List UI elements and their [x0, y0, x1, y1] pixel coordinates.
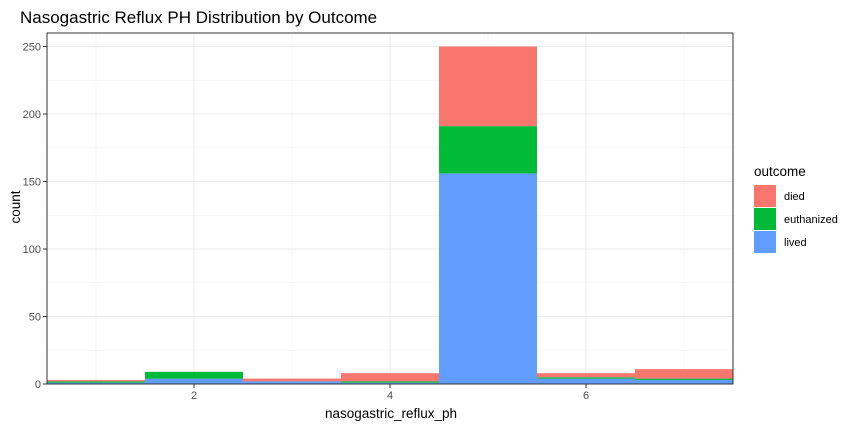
x-axis-ticks: 2 4 6: [191, 384, 589, 402]
bar-euthanized-6: [537, 377, 635, 379]
bar-euthanized-5: [439, 126, 537, 174]
x-tick-label: 4: [387, 390, 393, 402]
legend-label-euthanized: euthanized: [784, 214, 838, 226]
y-tick-label: 50: [29, 312, 41, 324]
y-axis-ticks: 0 50 100 150 200 250: [23, 42, 47, 391]
legend-key-euthanized: [754, 208, 776, 230]
bar-lived-2: [145, 378, 243, 384]
bar-died-4: [341, 373, 439, 382]
bar-died-1: [47, 379, 145, 382]
x-tick-label: 6: [583, 390, 589, 402]
x-axis-title: nasogastric_reflux_ph: [325, 406, 457, 421]
bars: [47, 46, 733, 384]
y-tick-label: 250: [23, 42, 41, 54]
chart-title: Nasogastric Reflux PH Distribution by Ou…: [20, 8, 377, 27]
legend-key-lived: [754, 231, 776, 253]
bar-died-7: [635, 369, 733, 379]
bar-euthanized-2: [145, 371, 243, 379]
legend: outcome died euthanized lived: [754, 164, 838, 253]
y-tick-label: 0: [35, 379, 41, 391]
plot-panel: [47, 33, 733, 385]
bar-lived-1: [47, 382, 145, 384]
legend-key-died: [754, 185, 776, 207]
bar-euthanized-1: [47, 381, 145, 383]
y-tick-label: 150: [23, 177, 41, 189]
y-axis-title: count: [8, 190, 23, 223]
bar-lived-5: [439, 173, 537, 384]
bar-died-5: [439, 46, 537, 127]
y-tick-label: 200: [23, 109, 41, 121]
bar-lived-7: [635, 379, 733, 384]
x-tick-label: 2: [191, 390, 197, 402]
legend-label-died: died: [784, 191, 805, 203]
bar-died-6: [537, 373, 635, 378]
bar-lived-4: [341, 382, 439, 384]
legend-title: outcome: [754, 164, 806, 179]
bar-lived-3: [243, 381, 341, 384]
legend-label-lived: lived: [784, 237, 807, 249]
y-tick-label: 100: [23, 244, 41, 256]
bar-died-3: [243, 378, 341, 382]
bar-euthanized-4: [341, 381, 439, 383]
bar-lived-6: [537, 378, 635, 384]
bar-euthanized-7: [635, 378, 733, 380]
